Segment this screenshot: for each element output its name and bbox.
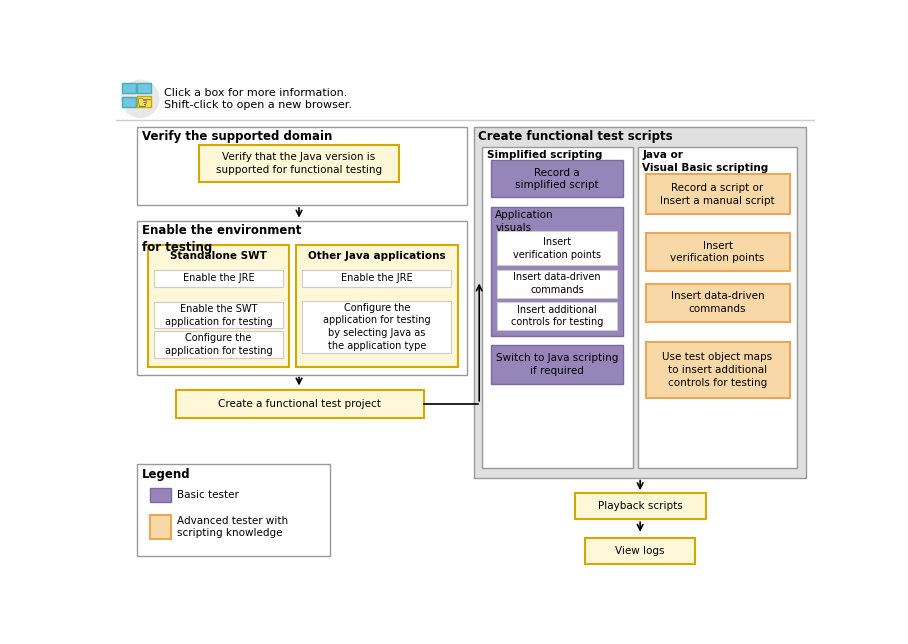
- Text: Legend: Legend: [142, 468, 191, 480]
- Bar: [137, 127, 467, 205]
- Bar: [137, 464, 330, 556]
- Text: Configure the
application for testing
by selecting Java as
the application type: Configure the application for testing by…: [323, 303, 430, 351]
- Text: Standalone SWT: Standalone SWT: [170, 251, 267, 261]
- Text: Click a box for more information.: Click a box for more information.: [163, 88, 347, 98]
- Text: Playback scripts: Playback scripts: [597, 501, 683, 511]
- Text: Create a functional test project: Create a functional test project: [218, 399, 381, 409]
- Bar: [637, 147, 797, 468]
- Bar: [150, 515, 172, 539]
- Bar: [497, 302, 617, 330]
- Text: Record a script or
Insert a manual script: Record a script or Insert a manual scrip…: [660, 183, 775, 205]
- Bar: [302, 270, 451, 287]
- Bar: [482, 147, 633, 468]
- Text: Enable the JRE: Enable the JRE: [183, 273, 254, 283]
- Bar: [137, 84, 152, 93]
- Bar: [122, 84, 136, 93]
- Bar: [122, 97, 136, 106]
- Text: Insert
verification points: Insert verification points: [513, 237, 601, 260]
- Text: Configure the
application for testing: Configure the application for testing: [164, 333, 272, 356]
- Bar: [497, 231, 617, 265]
- Text: Shift-click to open a new browser.: Shift-click to open a new browser.: [163, 100, 351, 110]
- Bar: [150, 488, 172, 502]
- Text: Other Java applications: Other Java applications: [308, 251, 446, 261]
- Bar: [148, 245, 289, 367]
- Bar: [586, 538, 695, 564]
- Text: Insert additional
controls for testing: Insert additional controls for testing: [511, 305, 603, 327]
- Bar: [646, 175, 790, 214]
- Bar: [199, 145, 400, 182]
- Text: Enable the JRE: Enable the JRE: [341, 273, 412, 283]
- Bar: [154, 270, 283, 287]
- Bar: [490, 160, 623, 198]
- Text: Insert
verification points: Insert verification points: [670, 241, 765, 263]
- Text: Enable the SWT
application for testing: Enable the SWT application for testing: [164, 304, 272, 327]
- Bar: [575, 493, 706, 519]
- Text: Verify that the Java version is
supported for functional testing: Verify that the Java version is supporte…: [216, 152, 382, 175]
- Bar: [296, 245, 458, 367]
- Text: Record a
simplified script: Record a simplified script: [515, 167, 598, 191]
- Text: Insert data-driven
commands: Insert data-driven commands: [513, 272, 601, 295]
- Bar: [646, 342, 790, 397]
- Bar: [154, 302, 283, 328]
- Bar: [646, 283, 790, 322]
- Text: View logs: View logs: [616, 546, 665, 556]
- Text: ☞: ☞: [137, 95, 152, 113]
- Bar: [137, 96, 152, 106]
- Text: Simplified scripting: Simplified scripting: [487, 151, 602, 160]
- Bar: [490, 207, 623, 336]
- Bar: [176, 390, 424, 417]
- Text: Use test object maps
to insert additional
controls for testing: Use test object maps to insert additiona…: [663, 352, 773, 388]
- Circle shape: [122, 80, 159, 117]
- Text: Basic tester: Basic tester: [177, 490, 239, 500]
- Text: Create functional test scripts: Create functional test scripts: [479, 130, 673, 144]
- Bar: [646, 233, 790, 271]
- Bar: [137, 220, 467, 375]
- Text: Switch to Java scripting
if required: Switch to Java scripting if required: [496, 353, 618, 376]
- Bar: [302, 301, 451, 353]
- Text: Java or
Visual Basic scripting: Java or Visual Basic scripting: [643, 151, 769, 173]
- Text: Advanced tester with
scripting knowledge: Advanced tester with scripting knowledge: [177, 516, 289, 538]
- Bar: [490, 345, 623, 384]
- Text: Application
visuals: Application visuals: [496, 211, 554, 233]
- Text: Enable the environment
for testing: Enable the environment for testing: [142, 224, 301, 254]
- Bar: [154, 332, 283, 357]
- Bar: [474, 127, 806, 478]
- Text: Verify the supported domain: Verify the supported domain: [142, 130, 332, 144]
- Text: Insert data-driven
commands: Insert data-driven commands: [671, 292, 765, 314]
- Bar: [497, 270, 617, 298]
